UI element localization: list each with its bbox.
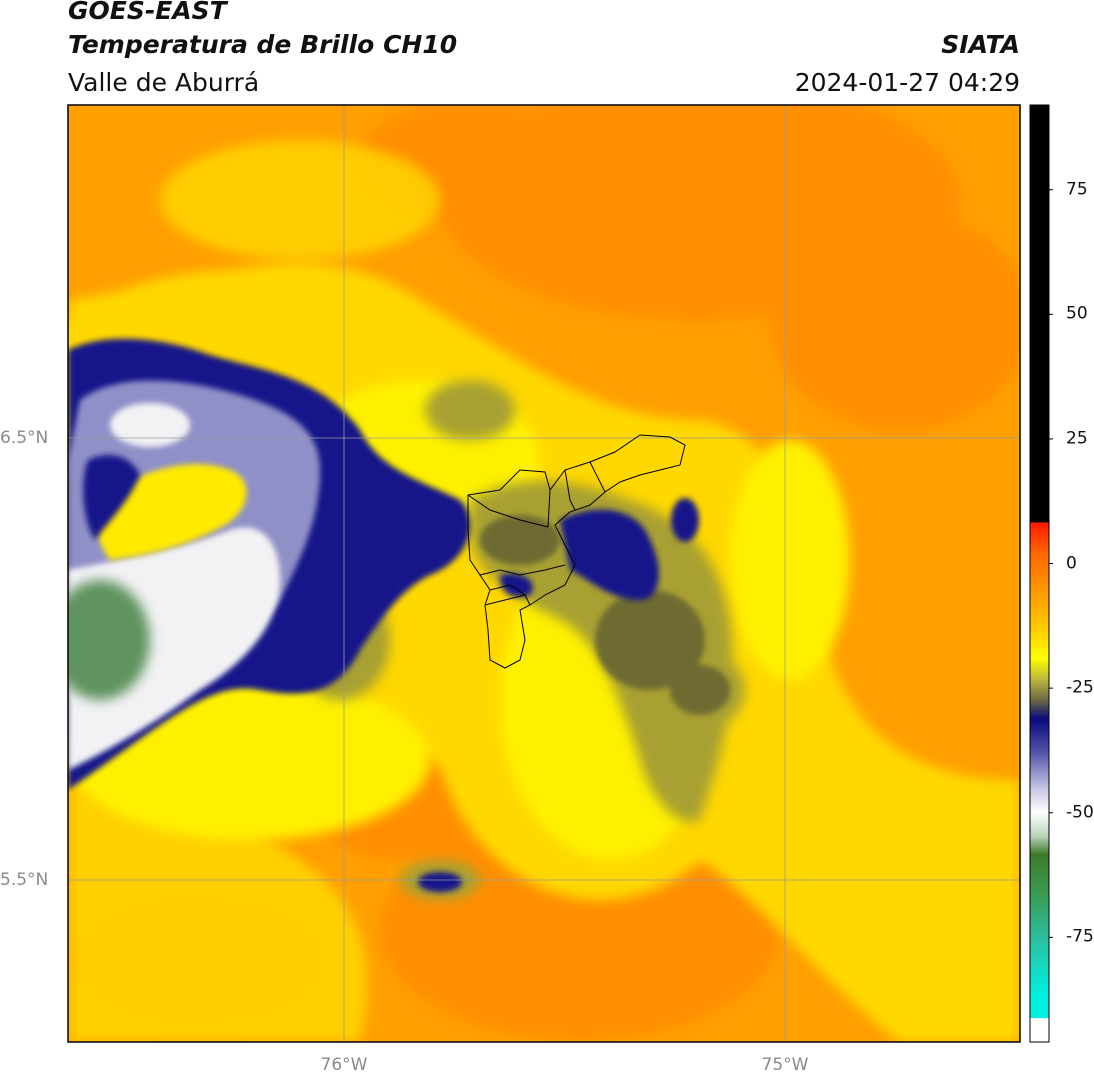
lon-label-75w: 75°W bbox=[761, 1055, 809, 1075]
colorbar-tick-label: -50 bbox=[1066, 802, 1094, 823]
agency-label: SIATA bbox=[941, 30, 1020, 59]
map-frame bbox=[67, 104, 1021, 1043]
graticule bbox=[68, 105, 1020, 1042]
colorbar-tick-label: 0 bbox=[1066, 553, 1077, 574]
colorbar-tick-label: -75 bbox=[1066, 926, 1094, 947]
title-satellite: GOES-EAST bbox=[68, 0, 227, 25]
datetime-label: 2024-01-27 04:29 bbox=[794, 68, 1020, 97]
municipal-boundaries bbox=[467, 434, 686, 669]
title-product: Temperatura de Brillo CH10 bbox=[68, 30, 458, 59]
lon-label-76w: 76°W bbox=[320, 1055, 368, 1075]
subtitle-region: Valle de Aburrá bbox=[68, 68, 260, 97]
lat-label-5-5: 5.5°N bbox=[0, 870, 49, 890]
brightness-temperature-field bbox=[68, 105, 1020, 1042]
colorbar-tick-label: -25 bbox=[1066, 677, 1094, 698]
colorbar bbox=[1029, 104, 1053, 1043]
colorbar-tick-label: 75 bbox=[1066, 179, 1088, 200]
colorbar-tick-label: 50 bbox=[1066, 303, 1088, 324]
lat-label-6-5: 6.5°N bbox=[0, 428, 49, 448]
colorbar-tick-label: 25 bbox=[1066, 428, 1088, 449]
